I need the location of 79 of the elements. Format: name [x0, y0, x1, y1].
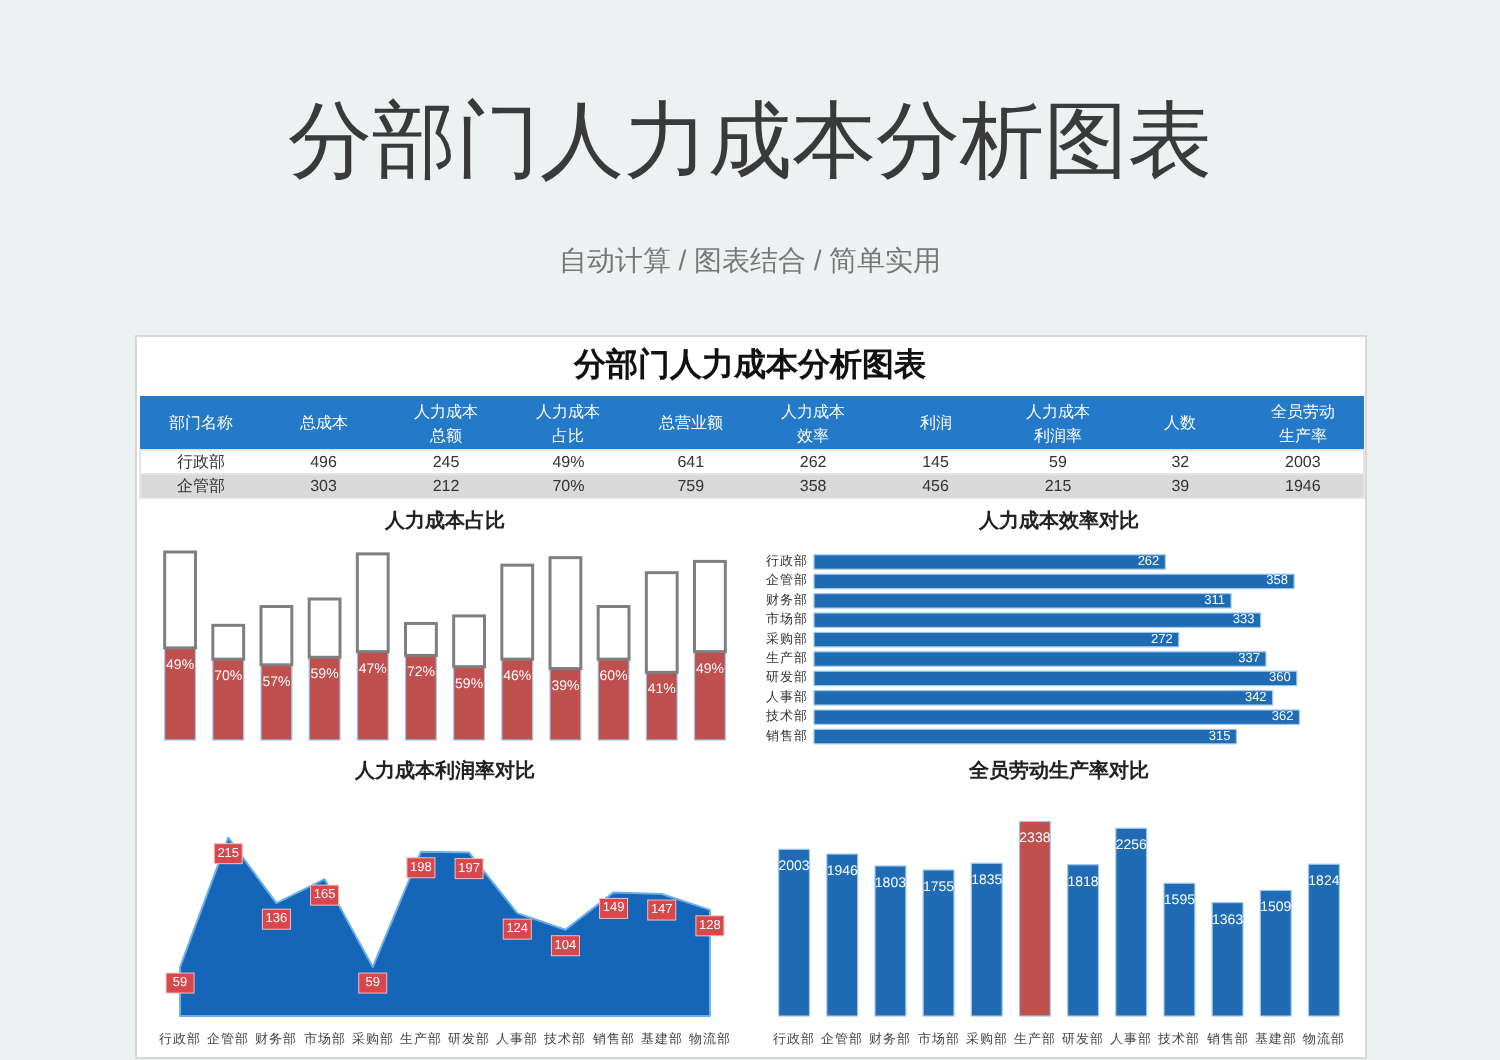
category-label: 人数 [1164, 414, 1197, 432]
category-label: 人力成本效率 [781, 403, 846, 445]
text: 262 [799, 453, 828, 471]
text: 2003 [1285, 453, 1322, 471]
bar [452, 614, 486, 669]
bar [1067, 864, 1100, 1017]
category-label: 利润 [919, 414, 952, 432]
bar [211, 623, 246, 661]
bar [164, 647, 197, 741]
bar [549, 667, 582, 741]
bar [1259, 889, 1292, 1017]
bar [259, 605, 294, 667]
bar [644, 571, 679, 674]
bar [1307, 863, 1340, 1017]
bar [813, 631, 1180, 648]
bar [813, 554, 1166, 570]
bar [813, 670, 1298, 687]
text: 行政部 [177, 453, 226, 471]
bar [1115, 827, 1148, 1017]
bar [922, 869, 955, 1017]
category-label: 总营业额 [656, 414, 723, 432]
bar [874, 865, 907, 1017]
chart-title: 全员劳动生产率对比 [967, 759, 1149, 783]
bar [501, 658, 534, 741]
bar [404, 654, 437, 741]
bar [212, 658, 245, 741]
bar [548, 556, 583, 671]
bar [1211, 901, 1244, 1017]
category-label: 全员劳动生产率 [1270, 403, 1335, 445]
bar [356, 651, 389, 741]
category-label: 人力成本占比 [536, 403, 601, 445]
bar [813, 573, 1295, 590]
text: 456 [922, 477, 951, 495]
bar [500, 563, 535, 661]
text: 145 [922, 453, 951, 471]
bar [693, 559, 727, 654]
text: 641 [677, 453, 706, 471]
bar [404, 621, 438, 657]
text: 32 [1171, 453, 1191, 471]
text: 215 [1044, 477, 1073, 495]
bar [163, 550, 197, 650]
text: 分部门人力成本分析图表 [288, 93, 1212, 187]
bar [813, 728, 1238, 745]
text: 245 [432, 453, 461, 471]
bar [597, 658, 630, 741]
category-label: 总成本 [297, 414, 348, 432]
text: 59 [1049, 453, 1068, 471]
bar [453, 666, 486, 741]
category-label: 人力成本利润率 [1026, 403, 1090, 445]
bar [813, 651, 1267, 667]
bar [596, 605, 631, 661]
bar [260, 664, 293, 741]
text: 1946 [1285, 477, 1322, 495]
bar [1163, 882, 1196, 1017]
bar [970, 862, 1003, 1017]
chart-title: 人力成本利润率对比 [353, 759, 535, 783]
bar [826, 853, 859, 1017]
text: 759 [677, 477, 706, 495]
bar [693, 651, 726, 741]
text: 212 [432, 477, 461, 495]
text: 496 [310, 453, 339, 471]
text: 39 [1171, 477, 1191, 495]
bar [1018, 820, 1051, 1017]
text: 分部门人力成本分析图表 [572, 345, 928, 383]
chart-title: 人力成本占比 [383, 509, 505, 533]
bar [645, 671, 678, 741]
bar [778, 848, 811, 1017]
text: 303 [310, 477, 339, 495]
bar [307, 597, 342, 659]
text: 358 [799, 477, 828, 495]
text: 自动计算 / 图表结合 / 简单实用 [558, 244, 942, 276]
category-label: 部门名称 [169, 414, 234, 432]
text: 70% [552, 477, 585, 495]
bar [355, 552, 390, 654]
chart-title: 人力成本效率对比 [977, 509, 1139, 533]
bar [308, 656, 341, 741]
category-label: 人力成本总额 [414, 403, 478, 445]
text: 49% [552, 453, 585, 471]
text: 企管部 [177, 477, 226, 495]
